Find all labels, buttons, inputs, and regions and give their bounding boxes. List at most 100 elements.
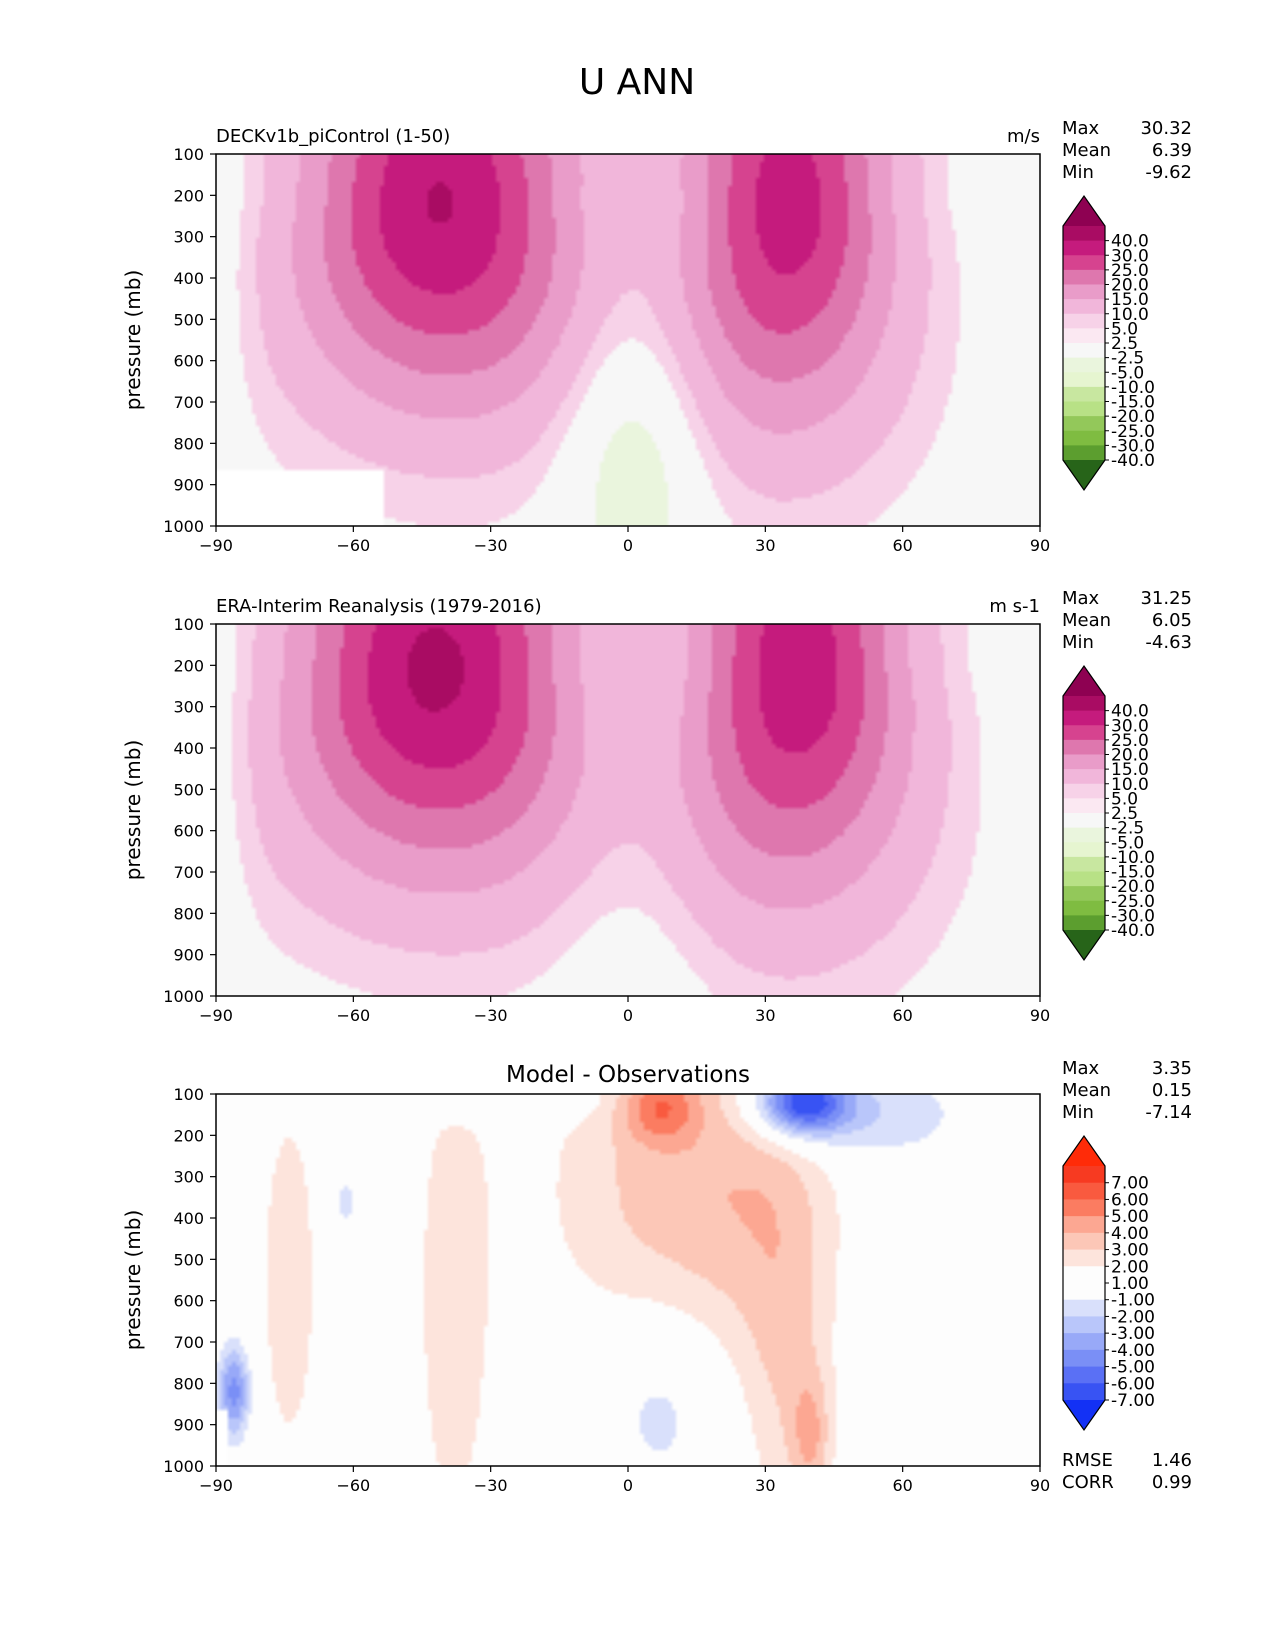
- figure-title: U ANN: [579, 62, 695, 103]
- y-tick-label: 800: [173, 434, 204, 453]
- y-tick-label: 600: [173, 1292, 204, 1311]
- colorbar-segment: [1063, 813, 1105, 829]
- x-tick-label: 60: [892, 1006, 912, 1025]
- stat-label-rmse: RMSE: [1062, 1450, 1113, 1471]
- colorbar-label: 15.0: [1111, 760, 1149, 780]
- colorbar: 40.030.025.020.015.010.05.02.5-2.5-5.0-1…: [1062, 194, 1155, 492]
- colorbar-extend-bottom: [1063, 1400, 1105, 1430]
- colorbar-label: 30.0: [1111, 246, 1149, 266]
- stat-label-mean: Mean: [1062, 140, 1111, 161]
- colorbar-label: 40.0: [1111, 232, 1149, 252]
- y-axis-label: pressure (mb): [121, 740, 145, 881]
- y-tick-label: 900: [173, 476, 204, 495]
- y-tick-label: 300: [173, 1168, 204, 1187]
- colorbar-segment: [1063, 1349, 1105, 1368]
- colorbar-segment: [1063, 401, 1105, 417]
- colorbar-label: -15.0: [1111, 863, 1155, 883]
- colorbar-segment: [1063, 886, 1105, 902]
- y-tick-label: 500: [173, 310, 204, 329]
- y-tick-label: 300: [173, 698, 204, 717]
- x-tick-label: −60: [336, 1476, 370, 1495]
- colorbar-label: -4.00: [1111, 1341, 1155, 1361]
- panels: −90 −60 −30 0 30 60 90 100 200 300 400 500 600 700 800…: [121, 118, 1192, 1495]
- y-tick-label: 200: [173, 186, 204, 205]
- colorbar-segment: [1063, 313, 1105, 329]
- x-tick-label: 30: [755, 536, 775, 555]
- panel-title: Model - Observations: [506, 1062, 750, 1088]
- colorbar-segment: [1063, 754, 1105, 770]
- stat-value-max: 3.35: [1152, 1058, 1192, 1079]
- colorbar-label: -15.0: [1111, 393, 1155, 413]
- y-tick-label: 1000: [163, 987, 204, 1006]
- y-tick-label: 100: [173, 145, 204, 164]
- colorbar-label: -5.0: [1111, 833, 1144, 853]
- colorbar-label: -20.0: [1111, 877, 1155, 897]
- colorbar-segment: [1063, 1266, 1105, 1284]
- colorbar-segment: [1063, 769, 1105, 785]
- colorbar-segment: [1063, 1166, 1105, 1184]
- colorbar-segment: [1063, 416, 1105, 432]
- colorbar-label: -2.5: [1111, 819, 1144, 839]
- stat-value-mean: 6.39: [1152, 140, 1192, 161]
- colorbar-segment: [1063, 357, 1105, 373]
- colorbar-extend-bottom: [1063, 930, 1105, 960]
- colorbar-label: 4.00: [1111, 1224, 1149, 1244]
- colorbar-segment: [1063, 1216, 1105, 1234]
- colorbar-label: 2.5: [1111, 804, 1138, 824]
- y-tick-label: 500: [173, 1250, 204, 1269]
- x-tick-label: −30: [474, 1006, 508, 1025]
- y-tick-label: 700: [173, 393, 204, 412]
- y-tick-label: 200: [173, 656, 204, 675]
- colorbar-label: 2.5: [1111, 334, 1138, 354]
- x-tick-label: −60: [336, 1006, 370, 1025]
- y-tick-label: 900: [173, 946, 204, 965]
- y-tick-label: 300: [173, 228, 204, 247]
- panel-title: DECKv1b_piControl (1-50): [216, 126, 450, 147]
- colorbar-label: -3.00: [1111, 1324, 1155, 1344]
- colorbar-label: 5.0: [1111, 789, 1138, 809]
- colorbar-label: 25.0: [1111, 261, 1149, 281]
- colorbar-segment: [1063, 1316, 1105, 1334]
- colorbar-label: -5.0: [1111, 363, 1144, 383]
- colorbar-label: 5.0: [1111, 319, 1138, 339]
- colorbar-segment: [1063, 343, 1105, 359]
- y-axis-label: pressure (mb): [121, 1210, 145, 1351]
- x-tick-label: 90: [1030, 536, 1050, 555]
- colorbar-label: 6.00: [1111, 1190, 1149, 1210]
- x-tick-label: −60: [336, 536, 370, 555]
- stat-label-min: Min: [1062, 632, 1094, 653]
- stat-value-rmse: 1.46: [1152, 1450, 1192, 1471]
- colorbar-label: 5.00: [1111, 1207, 1149, 1227]
- x-tick-label: 0: [623, 1006, 633, 1025]
- y-tick-label: 400: [173, 269, 204, 288]
- colorbar-segment: [1063, 430, 1105, 446]
- y-tick-label: 500: [173, 780, 204, 799]
- stat-label-max: Max: [1062, 588, 1100, 609]
- colorbar-segment: [1063, 372, 1105, 388]
- colorbar-label: -5.00: [1111, 1358, 1155, 1378]
- colorbar-segment: [1063, 842, 1105, 858]
- colorbar-segment: [1063, 240, 1105, 256]
- x-tick-label: −30: [474, 1476, 508, 1495]
- colorbar-segment: [1063, 900, 1105, 916]
- stat-label-max: Max: [1062, 118, 1100, 139]
- x-tick-label: 60: [892, 1476, 912, 1495]
- colorbar-label: 30.0: [1111, 716, 1149, 736]
- colorbar-segment: [1063, 915, 1105, 931]
- colorbar-segment: [1063, 1249, 1105, 1267]
- y-tick-label: 1000: [163, 517, 204, 536]
- colorbar-segment: [1063, 1383, 1105, 1401]
- x-tick-label: 30: [755, 1006, 775, 1025]
- x-tick-label: −30: [474, 536, 508, 555]
- field-model: [216, 154, 1040, 526]
- field-obs: [216, 624, 1040, 996]
- colorbar-label: 10.0: [1111, 305, 1149, 325]
- colorbar-label: -10.0: [1111, 378, 1155, 398]
- colorbar-segment: [1063, 1333, 1105, 1351]
- x-tick-label: −90: [199, 1476, 233, 1495]
- colorbar-label: -40.0: [1111, 451, 1155, 471]
- y-tick-label: 600: [173, 822, 204, 841]
- y-tick-label: 700: [173, 1333, 204, 1352]
- colorbar-segment: [1063, 856, 1105, 873]
